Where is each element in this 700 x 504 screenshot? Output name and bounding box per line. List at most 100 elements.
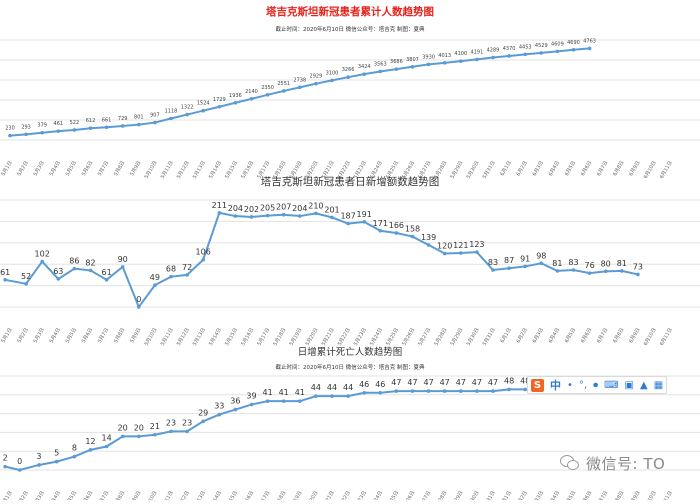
data-label: 187 — [340, 212, 355, 221]
x-tick-label: 5月26日 — [401, 490, 416, 500]
data-point — [266, 399, 270, 403]
data-label: 191 — [357, 210, 372, 219]
x-tick-label: 6月7日 — [596, 160, 609, 177]
data-point — [153, 283, 157, 287]
data-point — [427, 389, 431, 393]
x-tick-label: 6月8日 — [612, 327, 625, 344]
data-point — [298, 399, 302, 403]
data-label: 171 — [373, 219, 388, 228]
data-label: 4370 — [503, 46, 516, 52]
data-label: 72 — [182, 263, 192, 272]
data-label: 41 — [263, 388, 273, 397]
data-label: 39 — [246, 392, 256, 401]
data-point — [137, 435, 141, 439]
x-tick-label: 5月31日 — [482, 327, 497, 347]
x-tick-label: 5月31日 — [482, 160, 497, 180]
data-label: 86 — [69, 257, 79, 266]
data-point — [507, 388, 511, 392]
x-tick-label: 6月10日 — [643, 160, 658, 180]
x-tick-label: 6月4日 — [548, 327, 561, 344]
x-tick-label: 5月28日 — [433, 490, 448, 500]
x-tick-label: 5月18日 — [272, 327, 287, 347]
x-tick-label: 5月12日 — [176, 327, 191, 347]
data-point — [153, 433, 157, 437]
data-point — [89, 269, 93, 273]
x-tick-label: 5月5日 — [65, 160, 78, 177]
data-label: 106 — [196, 248, 211, 257]
data-label: 1118 — [165, 109, 178, 115]
data-label: 1322 — [181, 105, 194, 111]
data-point — [73, 455, 77, 459]
data-point — [362, 220, 366, 224]
ime-mode-label[interactable]: 中 — [550, 377, 561, 393]
data-label: 121 — [453, 241, 468, 250]
data-point — [346, 222, 350, 226]
data-point — [169, 430, 173, 434]
data-label: 3807 — [406, 57, 419, 63]
data-point — [346, 75, 350, 79]
x-tick-label: 5月31日 — [482, 490, 497, 500]
x-tick-label: 5月14日 — [208, 327, 223, 347]
x-tick-label: 5月27日 — [417, 490, 432, 500]
data-point — [121, 265, 125, 269]
data-label: 49 — [150, 273, 160, 282]
watermark-text: 微信号: TO — [586, 453, 665, 474]
x-tick-label: 5月16日 — [240, 490, 255, 500]
data-label: 907 — [150, 113, 160, 119]
data-point — [427, 243, 431, 247]
ime-toolbar[interactable]: S 中 • °, ⏺ ⌨ ▣ ▲ ▦ — [527, 376, 667, 394]
data-point — [540, 51, 544, 55]
x-tick-label: 5月9日 — [129, 327, 142, 344]
comma-icon[interactable]: °, — [579, 380, 587, 391]
data-label: 81 — [617, 259, 627, 268]
x-tick-label: 5月11日 — [160, 160, 175, 180]
data-label: 2738 — [293, 77, 306, 83]
data-label: 73 — [633, 262, 643, 271]
data-point — [572, 268, 576, 272]
data-label: 12 — [85, 437, 95, 446]
data-point — [169, 117, 173, 121]
data-point — [346, 394, 350, 398]
x-tick-label: 5月30日 — [466, 327, 481, 347]
x-tick-label: 5月20日 — [305, 490, 320, 500]
sogou-logo-icon: S — [531, 379, 544, 392]
x-tick-label: 5月3日 — [33, 160, 46, 177]
x-tick-label: 6月6日 — [580, 160, 593, 177]
data-label: 21 — [150, 422, 160, 431]
data-point — [362, 72, 366, 76]
data-point — [298, 214, 302, 218]
data-point — [234, 408, 238, 412]
x-tick-label: 6月4日 — [548, 160, 561, 177]
data-point — [411, 389, 415, 393]
x-tick-label: 5月25日 — [385, 327, 400, 347]
data-label: 98 — [536, 251, 546, 260]
data-label: 46 — [375, 380, 385, 389]
data-point — [491, 268, 495, 272]
data-label: 3563 — [374, 61, 387, 67]
x-tick-label: 5月24日 — [369, 327, 384, 347]
data-label: 3424 — [358, 64, 371, 70]
grid-icon[interactable]: ▦ — [654, 380, 663, 391]
data-label: 68 — [166, 265, 176, 274]
microphone-icon[interactable]: ⏺ — [593, 380, 598, 391]
x-tick-label: 6月7日 — [596, 327, 609, 344]
data-point — [395, 389, 399, 393]
x-tick-label: 5月14日 — [208, 490, 223, 500]
data-label: 293 — [21, 124, 31, 130]
data-point — [395, 67, 399, 71]
skin-icon[interactable]: ▣ — [625, 380, 634, 391]
data-label: 522 — [70, 120, 80, 126]
keyboard-icon[interactable]: ⌨ — [604, 380, 618, 391]
dot-icon[interactable]: • — [567, 380, 573, 391]
data-label: 63 — [53, 267, 63, 276]
x-tick-label: 6月7日 — [596, 490, 609, 500]
x-tick-label: 5月7日 — [97, 490, 110, 500]
shirt-icon[interactable]: ▲ — [640, 380, 648, 391]
data-label: 61 — [102, 268, 112, 277]
data-label: 14 — [102, 434, 112, 443]
data-label: 48 — [504, 376, 514, 385]
data-label: 210 — [308, 201, 323, 210]
data-label: 211 — [212, 201, 227, 210]
data-point — [234, 101, 238, 105]
